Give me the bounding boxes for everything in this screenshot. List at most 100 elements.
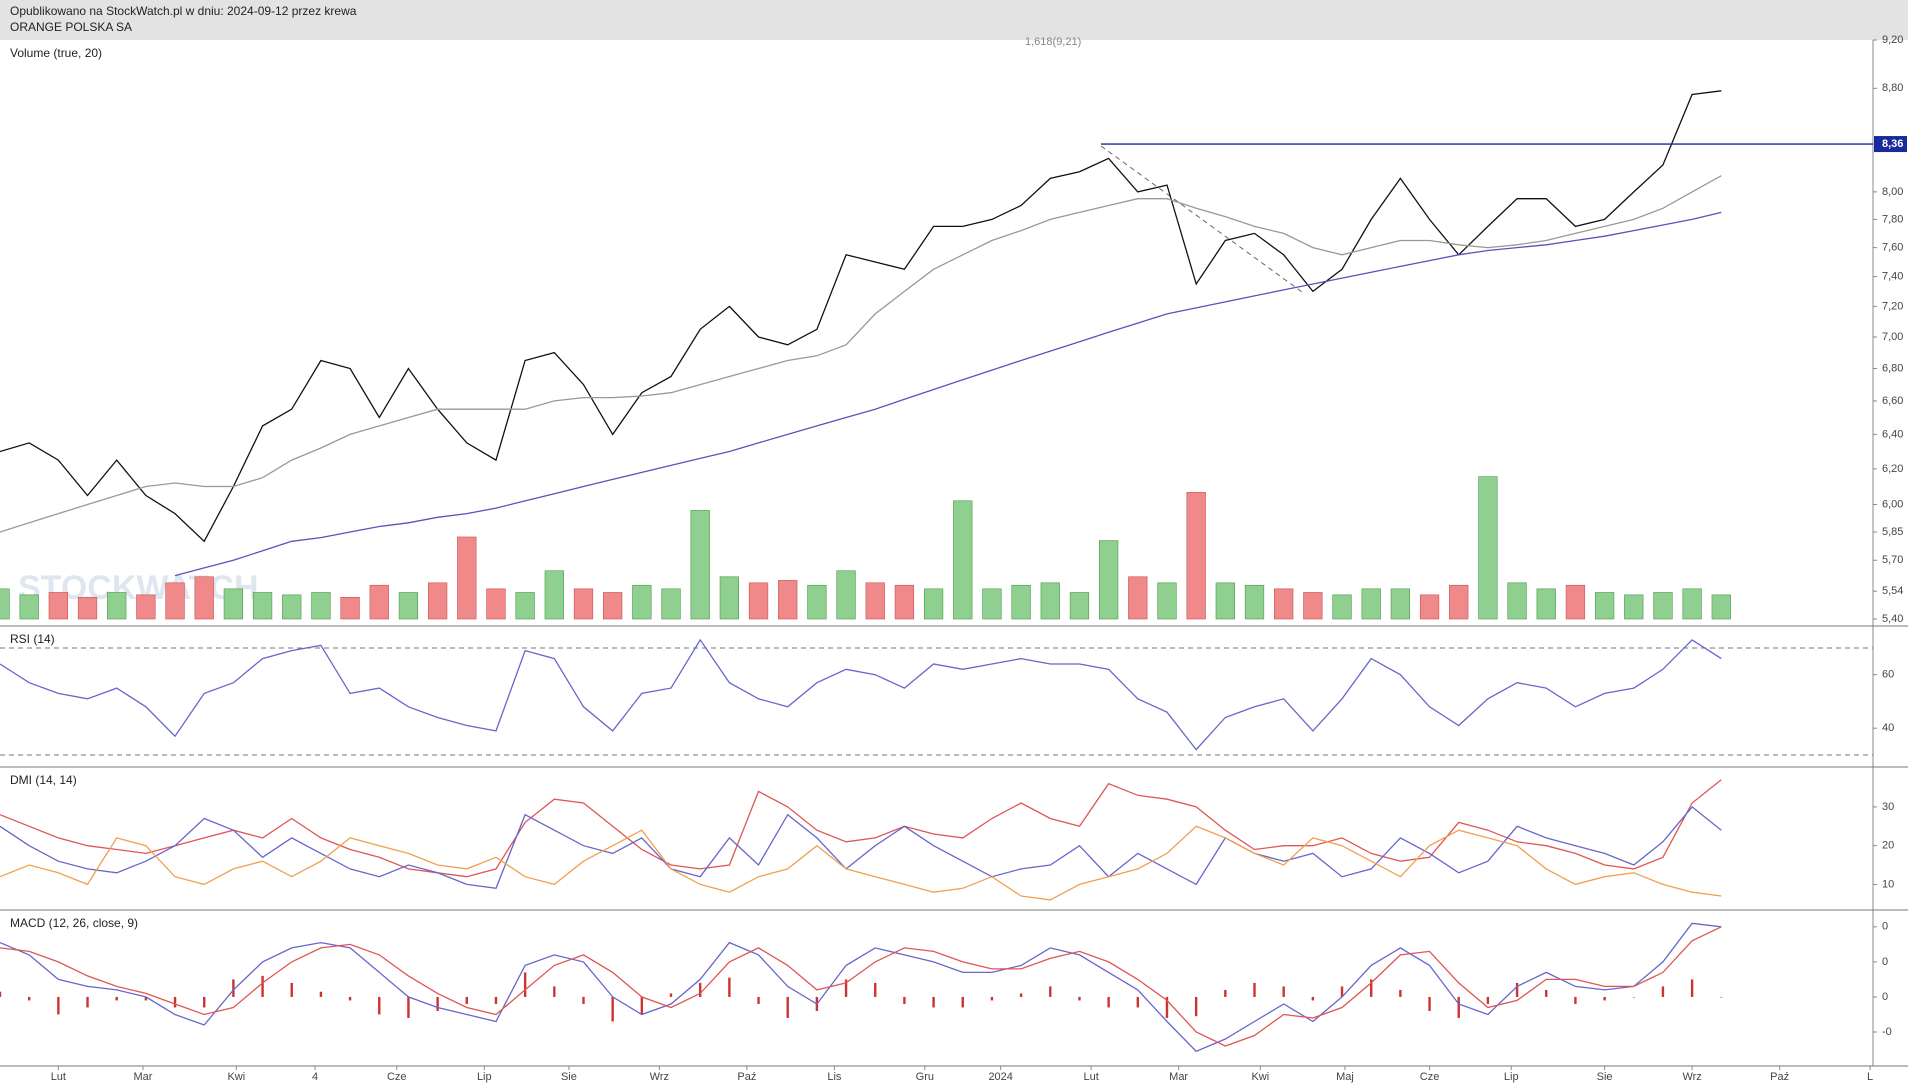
- series-line: [0, 926, 1722, 1047]
- x-tick-label: 4: [312, 1071, 318, 1083]
- histogram-bar: [932, 996, 935, 1008]
- volume-bar: [1128, 576, 1148, 620]
- x-tick-label: Kwi: [1251, 1071, 1269, 1083]
- volume-bar: [632, 584, 652, 620]
- y-tick-label: 7,80: [1882, 213, 1903, 225]
- volume-bar: [1624, 594, 1644, 620]
- x-tick-label: 2024: [988, 1071, 1012, 1083]
- volume-bar: [661, 588, 681, 620]
- header-line1: Opublikowano na StockWatch.pl w dniu: 20…: [10, 4, 357, 18]
- panel-title: RSI (14): [10, 632, 55, 646]
- histogram-bar: [1049, 986, 1052, 997]
- volume-bar: [719, 576, 739, 620]
- volume-bar: [1478, 476, 1498, 620]
- price-marker: [1874, 136, 1907, 153]
- volume-bar: [252, 592, 273, 620]
- histogram-bar: [1136, 996, 1140, 1008]
- histogram-bar: [728, 977, 731, 997]
- volume-bar: [165, 582, 185, 620]
- x-tick-label: Cze: [1420, 1071, 1440, 1083]
- x-tick-label: Mar: [1169, 1071, 1188, 1083]
- volume-bar: [223, 588, 244, 620]
- y-tick-label: 6,00: [1882, 498, 1903, 510]
- histogram-bar: [1428, 996, 1431, 1011]
- series-line: [0, 90, 1722, 543]
- histogram-bar: [1486, 996, 1490, 1004]
- histogram-bar: [786, 996, 789, 1018]
- histogram-bar: [1282, 986, 1285, 997]
- histogram-bar: [1632, 996, 1635, 998]
- histogram-bar: [1720, 996, 1723, 998]
- volume-bar: [1390, 588, 1411, 620]
- histogram-bar: [86, 996, 89, 1008]
- volume-bar: [865, 582, 885, 620]
- panel-title: MACD (12, 26, close, 9): [10, 916, 138, 930]
- volume-bar: [1361, 588, 1381, 620]
- y-tick-label: -0: [1882, 1026, 1892, 1038]
- histogram-bar: [669, 993, 673, 997]
- volume-bar: [427, 582, 448, 620]
- histogram-bar: [0, 991, 2, 997]
- histogram-bar: [1574, 996, 1577, 1004]
- volume-bar: [515, 592, 535, 620]
- histogram-bar: [1340, 986, 1344, 997]
- volume-bar: [1507, 582, 1527, 620]
- histogram-bar: [465, 996, 468, 1004]
- header-bar: [0, 0, 1908, 40]
- histogram-bar: [1457, 996, 1460, 1018]
- x-tick-label: Sie: [1597, 1071, 1613, 1083]
- x-tick-label: Kwi: [227, 1071, 245, 1083]
- volume-bar: [690, 510, 710, 620]
- histogram-bar: [232, 979, 235, 997]
- histogram-bar: [1224, 989, 1227, 997]
- histogram-bar: [1399, 989, 1402, 997]
- histogram-bar: [961, 996, 964, 1008]
- histogram-bar: [57, 996, 60, 1015]
- histogram-bar: [640, 996, 644, 1015]
- y-tick-label: 5,70: [1882, 554, 1903, 566]
- volume-bar: [953, 500, 973, 620]
- histogram-bar: [115, 996, 118, 1001]
- histogram-bar: [494, 996, 498, 1004]
- volume-bar: [982, 588, 1002, 620]
- volume-bar: [1098, 540, 1119, 620]
- y-tick-label: 8,80: [1882, 82, 1903, 94]
- volume-bar: [1565, 584, 1586, 620]
- histogram-bar: [903, 996, 906, 1004]
- y-tick-label: 0: [1882, 921, 1888, 933]
- y-tick-label: 5,85: [1882, 526, 1903, 538]
- volume-bar: [136, 594, 156, 620]
- histogram-bar: [319, 991, 323, 997]
- histogram-bar: [261, 975, 264, 997]
- histogram-bar: [582, 996, 585, 1004]
- histogram-bar: [844, 979, 848, 997]
- x-tick-label: Sie: [561, 1071, 577, 1083]
- volume-bar: [311, 592, 331, 620]
- series-line: [0, 175, 1722, 533]
- volume-bar: [836, 570, 856, 620]
- x-tick-label: Gru: [916, 1071, 934, 1083]
- volume-bar: [282, 594, 302, 620]
- y-tick-label: 20: [1882, 840, 1894, 852]
- histogram-bar: [1194, 996, 1198, 1017]
- histogram-bar: [874, 982, 877, 997]
- histogram-bar: [436, 996, 439, 1011]
- volume-bar: [107, 592, 127, 620]
- volume-bar: [486, 588, 506, 620]
- x-tick-label: Wrz: [650, 1071, 669, 1083]
- histogram-bar: [378, 996, 381, 1015]
- series-line: [0, 779, 1722, 878]
- histogram-bar: [1515, 982, 1519, 997]
- y-tick-label: 60: [1882, 669, 1894, 681]
- y-tick-label: 7,20: [1882, 300, 1903, 312]
- histogram-bar: [1369, 979, 1373, 997]
- x-tick-label: Paź: [737, 1071, 756, 1083]
- histogram-bar: [1661, 986, 1665, 997]
- volume-bar: [1711, 594, 1731, 620]
- volume-bar: [1157, 582, 1177, 620]
- header-line2: ORANGE POLSKA SA: [10, 20, 132, 34]
- histogram-bar: [173, 996, 177, 1008]
- y-tick-label: 0: [1882, 956, 1888, 968]
- x-tick-label: L: [1867, 1071, 1873, 1083]
